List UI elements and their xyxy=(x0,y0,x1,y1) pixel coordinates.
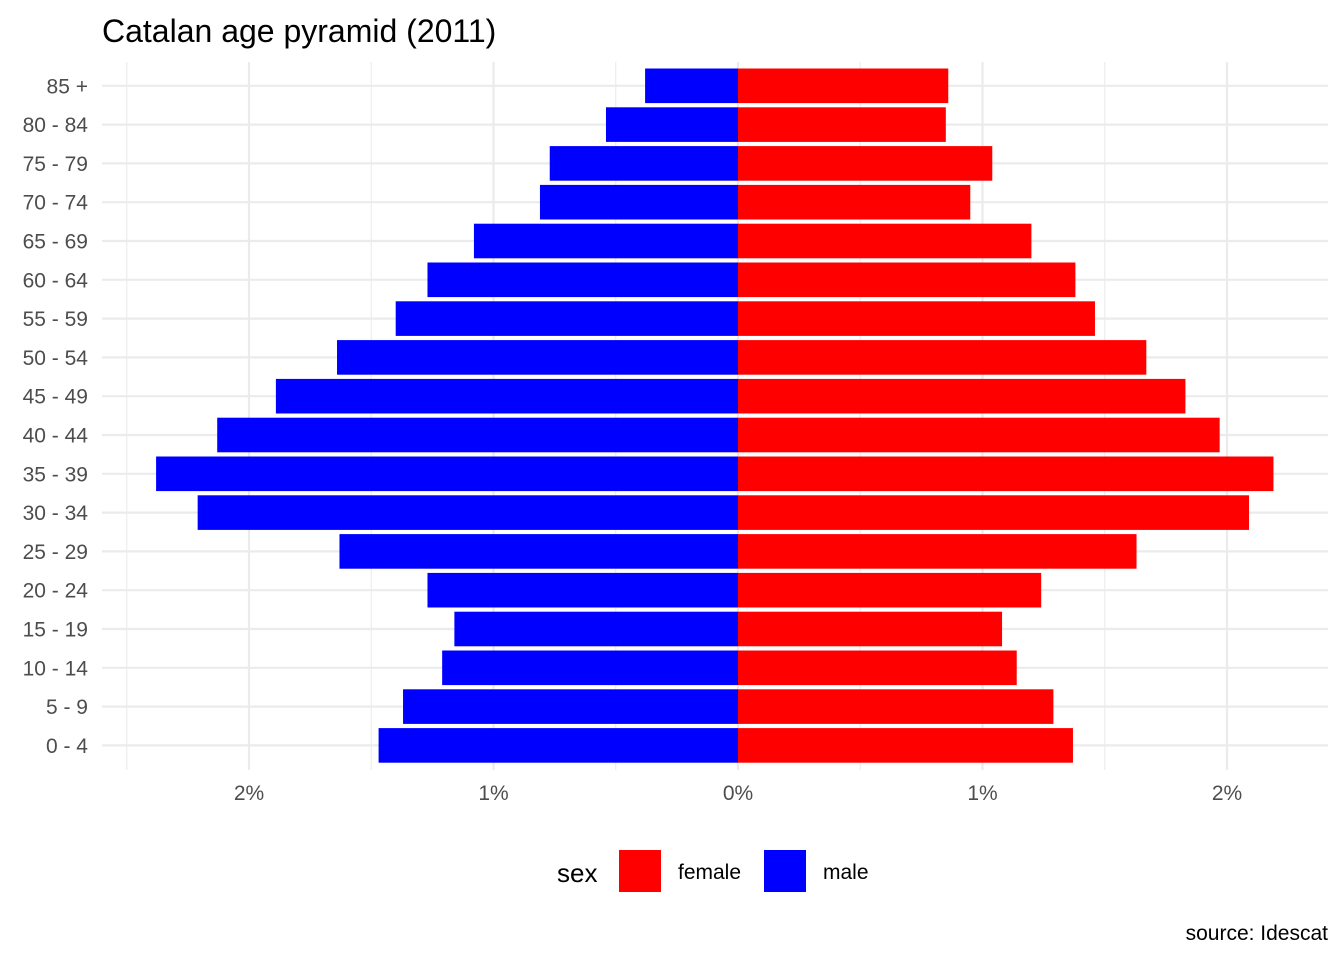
bar-male-11 xyxy=(395,301,738,336)
bar-female-0 xyxy=(738,728,1073,763)
chart-title: Catalan age pyramid (2011) xyxy=(102,13,496,49)
legend-title: sex xyxy=(557,858,597,888)
bar-male-4 xyxy=(427,572,738,608)
x-tick-label: 2% xyxy=(1212,782,1242,805)
y-tick-label: 35 - 39 xyxy=(23,463,88,486)
x-tick-label: 0% xyxy=(723,782,753,805)
x-tick-label: 1% xyxy=(967,782,997,805)
bar-female-15 xyxy=(738,146,993,181)
y-tick-label: 5 - 9 xyxy=(46,696,88,719)
y-tick-label: 25 - 29 xyxy=(23,541,88,564)
y-tick-label: 40 - 44 xyxy=(23,425,89,448)
x-tick-label: 1% xyxy=(478,782,508,805)
bar-female-16 xyxy=(738,107,946,142)
bar-male-10 xyxy=(337,340,738,375)
bar-female-10 xyxy=(738,340,1147,375)
bar-male-0 xyxy=(378,728,738,763)
bar-male-5 xyxy=(339,534,738,569)
bar-female-7 xyxy=(738,456,1274,492)
bar-female-3 xyxy=(738,611,1003,647)
bar-male-3 xyxy=(454,611,738,647)
bar-female-13 xyxy=(738,223,1032,259)
y-tick-label: 80 - 84 xyxy=(23,114,89,137)
y-tick-label: 55 - 59 xyxy=(23,308,88,331)
legend-label-male: male xyxy=(823,861,869,884)
y-axis-ticks: 0 - 4 5 - 9 10 - 14 15 - 19 20 - 24 25 - 29 30… xyxy=(23,75,89,758)
legend-key-female xyxy=(619,850,661,892)
bar-female-5 xyxy=(738,534,1137,569)
y-tick-label: 65 - 69 xyxy=(23,231,88,254)
bar-female-8 xyxy=(738,417,1220,453)
bar-male-12 xyxy=(427,262,738,298)
y-tick-label: 30 - 34 xyxy=(23,502,89,525)
bar-female-12 xyxy=(738,262,1076,298)
y-tick-label: 75 - 79 xyxy=(23,153,88,176)
y-tick-label: 45 - 49 xyxy=(23,386,88,409)
bar-male-6 xyxy=(197,495,738,530)
bar-male-8 xyxy=(217,417,739,453)
legend: sex female male xyxy=(557,850,869,892)
y-tick-label: 0 - 4 xyxy=(46,735,88,758)
bar-male-13 xyxy=(473,223,738,259)
bar-female-14 xyxy=(738,184,971,220)
bar-female-1 xyxy=(738,689,1054,724)
bar-male-14 xyxy=(539,184,738,220)
bar-male-2 xyxy=(442,650,738,686)
bar-female-6 xyxy=(738,495,1250,530)
bar-female-11 xyxy=(738,301,1095,336)
y-tick-label: 10 - 14 xyxy=(23,657,89,680)
x-tick-label: 2% xyxy=(234,782,264,805)
bar-female-17 xyxy=(738,68,949,104)
y-tick-label: 85 + xyxy=(47,75,88,98)
bar-male-1 xyxy=(403,689,738,724)
y-tick-label: 60 - 64 xyxy=(23,269,89,292)
legend-label-female: female xyxy=(678,861,741,884)
bar-male-9 xyxy=(275,378,738,414)
y-tick-label: 15 - 19 xyxy=(23,619,88,642)
bar-male-15 xyxy=(549,146,738,181)
legend-key-male xyxy=(764,850,806,892)
x-axis-ticks: 2% 1% 0% 1% 2% xyxy=(234,782,1242,805)
bar-female-2 xyxy=(738,650,1017,686)
bar-male-16 xyxy=(605,107,738,142)
bars xyxy=(156,68,1274,763)
bar-male-7 xyxy=(156,456,739,492)
bar-female-9 xyxy=(738,378,1186,414)
chart-caption: source: Idescat xyxy=(1186,922,1329,945)
y-tick-label: 50 - 54 xyxy=(23,347,89,370)
bar-male-17 xyxy=(645,68,738,104)
y-tick-label: 70 - 74 xyxy=(23,192,89,215)
y-tick-label: 20 - 24 xyxy=(23,580,89,603)
bar-female-4 xyxy=(738,572,1042,608)
